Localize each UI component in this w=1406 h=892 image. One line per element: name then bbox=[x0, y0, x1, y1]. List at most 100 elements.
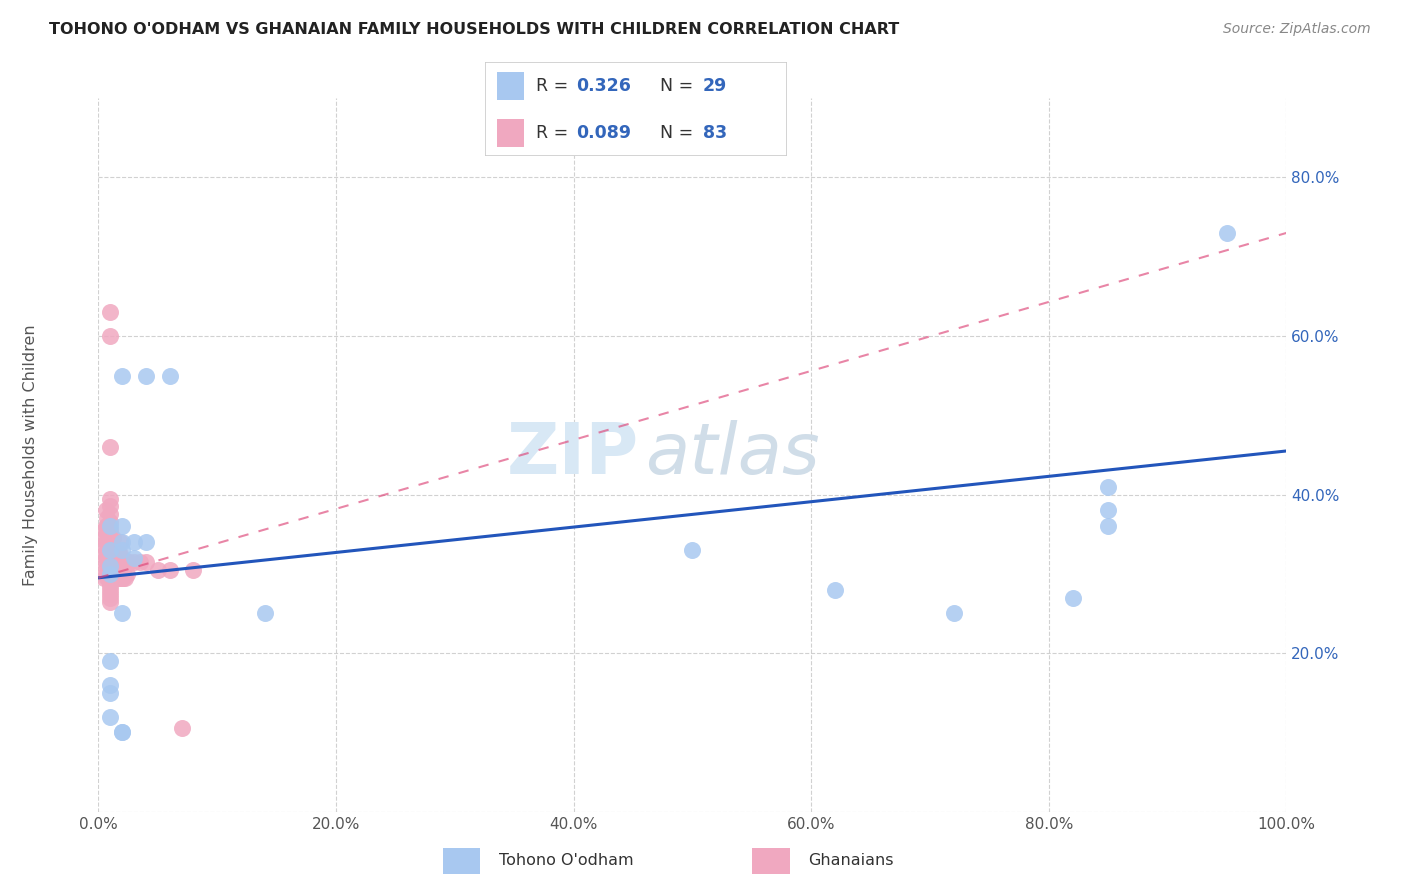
Point bbox=[97, 519, 120, 533]
Point bbox=[122, 535, 145, 549]
Point bbox=[1097, 480, 1119, 494]
Point bbox=[98, 523, 121, 537]
Point bbox=[98, 574, 121, 589]
Point bbox=[98, 531, 121, 545]
Point bbox=[111, 725, 134, 739]
Point bbox=[108, 535, 131, 549]
Point bbox=[98, 563, 121, 577]
Text: atlas: atlas bbox=[645, 420, 820, 490]
FancyBboxPatch shape bbox=[752, 848, 790, 874]
FancyBboxPatch shape bbox=[498, 119, 524, 147]
Point bbox=[253, 607, 276, 621]
Point bbox=[105, 566, 128, 581]
Point bbox=[122, 551, 145, 566]
Point bbox=[98, 571, 121, 585]
Point bbox=[129, 555, 152, 569]
Point bbox=[98, 587, 121, 601]
Point bbox=[98, 523, 121, 537]
Point bbox=[111, 535, 134, 549]
Point bbox=[103, 566, 125, 581]
Text: 0.326: 0.326 bbox=[576, 77, 631, 95]
Point bbox=[96, 547, 118, 561]
Point bbox=[93, 539, 115, 553]
Point bbox=[107, 547, 129, 561]
Text: N =: N = bbox=[661, 124, 699, 142]
FancyBboxPatch shape bbox=[485, 62, 787, 156]
Point bbox=[183, 563, 205, 577]
Point bbox=[98, 591, 121, 605]
Text: ZIP: ZIP bbox=[506, 420, 638, 490]
Point bbox=[1062, 591, 1084, 605]
Point bbox=[135, 368, 157, 383]
Point bbox=[97, 566, 120, 581]
Text: Family Households with Children: Family Households with Children bbox=[24, 324, 38, 586]
Point bbox=[98, 305, 121, 319]
Point bbox=[98, 654, 121, 668]
Point bbox=[159, 563, 181, 577]
Point bbox=[96, 523, 118, 537]
Point bbox=[118, 555, 141, 569]
Point bbox=[94, 566, 117, 581]
Point bbox=[96, 571, 118, 585]
Point bbox=[135, 535, 157, 549]
Text: TOHONO O'ODHAM VS GHANAIAN FAMILY HOUSEHOLDS WITH CHILDREN CORRELATION CHART: TOHONO O'ODHAM VS GHANAIAN FAMILY HOUSEH… bbox=[49, 22, 900, 37]
Text: 29: 29 bbox=[703, 77, 727, 95]
Point bbox=[98, 535, 121, 549]
Point bbox=[98, 709, 121, 723]
Text: R =: R = bbox=[537, 77, 574, 95]
Point bbox=[98, 547, 121, 561]
Point bbox=[98, 566, 121, 581]
Point bbox=[98, 543, 121, 558]
Point bbox=[108, 571, 131, 585]
Point bbox=[98, 519, 121, 533]
Point bbox=[93, 547, 115, 561]
Point bbox=[111, 368, 134, 383]
Point bbox=[101, 531, 124, 545]
Text: Tohono O'odham: Tohono O'odham bbox=[499, 854, 634, 868]
Point bbox=[942, 607, 965, 621]
Point bbox=[824, 582, 846, 597]
FancyBboxPatch shape bbox=[443, 848, 481, 874]
Point bbox=[681, 543, 703, 558]
Point bbox=[111, 519, 134, 533]
Point bbox=[97, 543, 120, 558]
Point bbox=[110, 558, 132, 573]
Point bbox=[108, 547, 131, 561]
Point bbox=[93, 571, 115, 585]
Point bbox=[94, 551, 117, 566]
Point bbox=[97, 555, 120, 569]
Point bbox=[98, 558, 121, 573]
Point bbox=[93, 523, 115, 537]
Point bbox=[107, 547, 129, 561]
Point bbox=[93, 531, 115, 545]
Point bbox=[111, 558, 134, 573]
Point bbox=[1097, 503, 1119, 517]
Text: N =: N = bbox=[661, 77, 699, 95]
Point bbox=[98, 500, 121, 514]
Point bbox=[94, 503, 117, 517]
Point bbox=[117, 555, 139, 569]
Point bbox=[98, 555, 121, 569]
Point bbox=[112, 571, 135, 585]
Text: R =: R = bbox=[537, 124, 574, 142]
Point bbox=[96, 511, 118, 525]
Point bbox=[101, 566, 124, 581]
Point bbox=[94, 535, 117, 549]
Point bbox=[110, 571, 132, 585]
Text: 0.089: 0.089 bbox=[576, 124, 631, 142]
Point bbox=[96, 558, 118, 573]
Point bbox=[1216, 226, 1239, 240]
Point bbox=[114, 571, 136, 585]
Point bbox=[103, 555, 125, 569]
Point bbox=[108, 558, 131, 573]
Point bbox=[146, 563, 169, 577]
Point bbox=[94, 519, 117, 533]
Point bbox=[112, 558, 135, 573]
Point bbox=[98, 582, 121, 597]
Point bbox=[98, 508, 121, 522]
Text: 83: 83 bbox=[703, 124, 727, 142]
Point bbox=[107, 571, 129, 585]
Point bbox=[107, 558, 129, 573]
Point bbox=[170, 722, 193, 736]
Point bbox=[101, 555, 124, 569]
